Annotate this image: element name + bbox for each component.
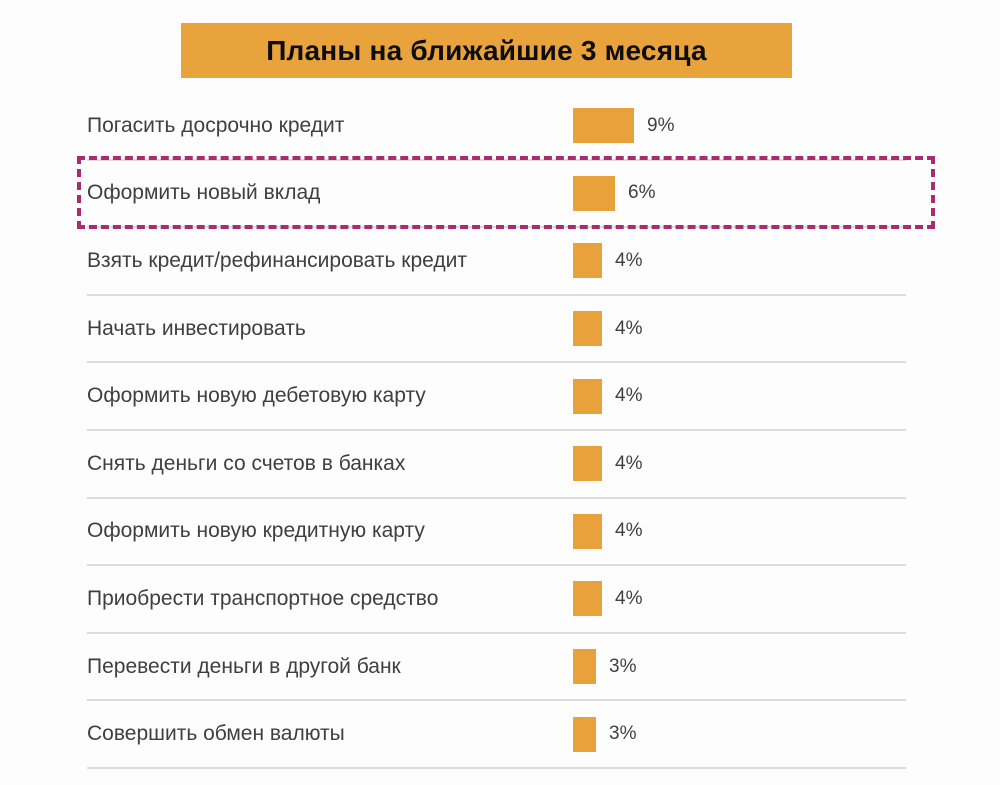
bar-group: 4% [573, 363, 642, 429]
bar-list: Погасить досрочно кредит 9% Оформить новый… [77, 93, 935, 769]
bar-group: 6% [573, 161, 655, 227]
category-label: Перевести деньги в другой банк [87, 654, 401, 678]
category-label: Оформить новую дебетовую карту [87, 384, 426, 408]
chart-row: Совершить обмен валюты 3% [87, 701, 906, 769]
value-label: 4% [615, 587, 643, 609]
bar-group: 4% [573, 296, 642, 362]
bar [573, 513, 602, 549]
bar [573, 649, 596, 685]
bar-group: 4% [573, 431, 642, 497]
value-label: 9% [647, 114, 675, 136]
chart-row: Оформить новую дебетовую карту 4% [87, 363, 906, 431]
chart-row: Погасить досрочно кредит 9% [87, 93, 906, 161]
bar-group: 4% [573, 566, 642, 632]
category-label: Оформить новый вклад [87, 181, 321, 205]
chart-row: Взять кредит/рефинансировать кредит 4% [87, 228, 906, 296]
category-label: Снять деньги со счетов в банках [87, 451, 406, 475]
bar [573, 716, 596, 752]
chart-row: Оформить новый вклад 6% [77, 155, 935, 230]
value-label: 4% [615, 520, 643, 542]
chart-title: Планы на ближайшие 3 месяца [181, 23, 792, 78]
value-label: 3% [609, 655, 637, 677]
category-label: Совершить обмен валюты [87, 722, 345, 746]
chart-row: Снять деньги со счетов в банках 4% [87, 431, 906, 499]
bar [573, 175, 615, 211]
bar [573, 311, 602, 347]
value-label: 3% [609, 723, 637, 745]
bar-group: 3% [573, 634, 636, 700]
category-label: Оформить новую кредитную карту [87, 519, 425, 543]
category-label: Начать инвестировать [87, 316, 306, 340]
category-label: Взять кредит/рефинансировать кредит [87, 248, 467, 272]
bar-group: 4% [573, 228, 642, 294]
bar-group: 9% [573, 93, 674, 159]
category-label: Приобрести транспортное средство [87, 586, 439, 610]
category-label: Погасить досрочно кредит [87, 113, 345, 137]
value-label: 6% [628, 182, 656, 204]
chart-row: Перевести деньги в другой банк 3% [87, 634, 906, 702]
bar [573, 446, 602, 482]
value-label: 4% [615, 452, 643, 474]
value-label: 4% [615, 317, 643, 339]
chart-row: Приобрести транспортное средство 4% [87, 566, 906, 634]
bar [573, 243, 602, 279]
bar-group: 3% [573, 701, 636, 767]
value-label: 4% [615, 249, 643, 271]
bar [573, 108, 634, 144]
bar [573, 581, 602, 617]
chart-row: Оформить новую кредитную карту 4% [87, 499, 906, 567]
chart-row: Начать инвестировать 4% [87, 296, 906, 364]
bar [573, 378, 602, 414]
value-label: 4% [615, 385, 643, 407]
bar-group: 4% [573, 499, 642, 565]
